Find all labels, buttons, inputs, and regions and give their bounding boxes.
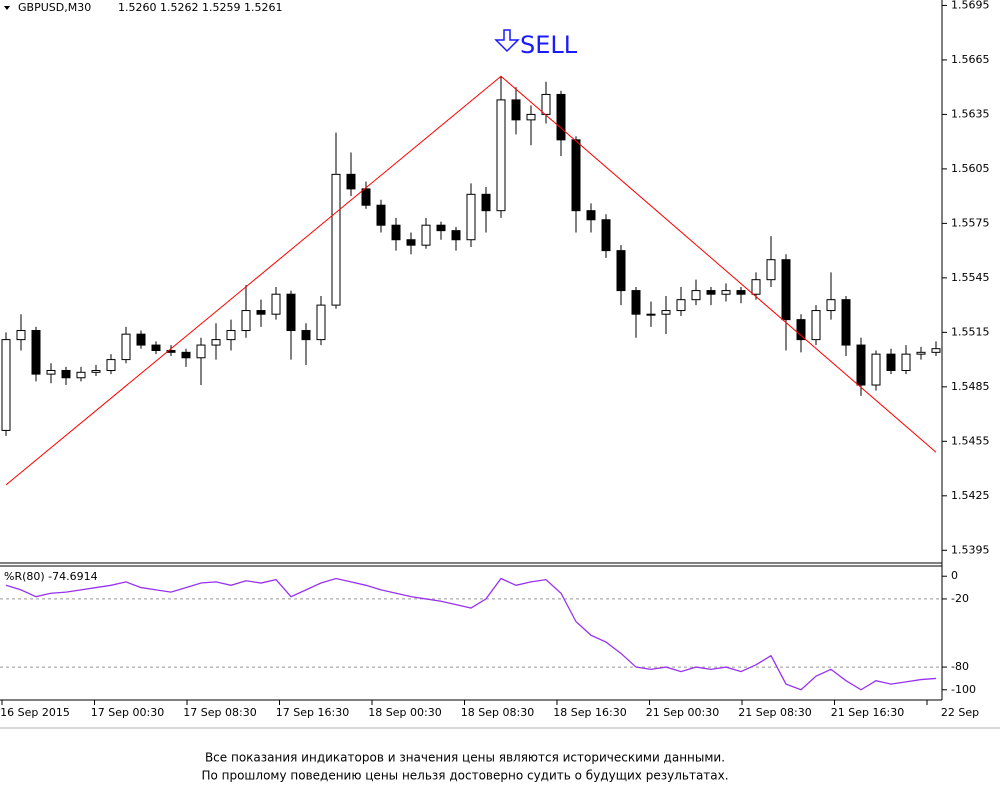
candle-body [1,339,11,431]
candle-body [751,279,761,295]
candle-body [661,310,671,315]
x-tick-label: 18 Sep 00:30 [368,706,441,719]
candle-body [631,290,641,315]
y-tick-label: 1.5575 [951,216,990,229]
symbol-title: GBPUSD,M30 [18,1,91,14]
candle-body [886,353,896,371]
candle-body [511,99,521,121]
y-tick-label: 1.5395 [951,543,990,556]
y-tick-label: 1.5695 [951,0,990,11]
candle-body [676,299,686,312]
x-tick-label: 21 Sep 00:30 [646,706,719,719]
candle-body [61,369,71,379]
y-tick-label: 1.5605 [951,162,990,175]
y-tick-label: -80 [951,660,969,673]
indicator-line [5,577,937,691]
menu-arrow [4,6,10,10]
y-tick-label: 1.5635 [951,107,990,120]
candle-body [46,369,56,375]
candle-body [481,193,491,212]
x-tick-label: 18 Sep 08:30 [461,706,534,719]
candle-body [241,310,251,332]
x-tick-label: 17 Sep 08:30 [183,706,256,719]
zigzag-line [5,75,937,486]
candle-body [646,313,656,316]
candle-body [901,353,911,371]
x-tick-label: 17 Sep 16:30 [276,706,349,719]
candle-body [376,204,386,226]
y-tick-label: 1.5485 [951,380,990,393]
candle-body [691,290,701,301]
candle-body [616,250,626,292]
candle-body [181,351,191,359]
candle-body [331,173,341,306]
y-tick-label: 1.5515 [951,325,990,338]
candle-body [556,93,566,141]
y-tick-label: 1.5665 [951,53,990,66]
candle-body [196,344,206,359]
candle-body [436,224,446,232]
candle-body [76,371,86,379]
candle-body [316,304,326,341]
candle-body [16,330,26,341]
candle-body [601,219,611,252]
x-tick-label: 22 Sep [941,706,979,719]
candle-body [826,299,836,312]
candle-body [856,344,866,386]
candle-body [106,359,116,371]
disclaimer: По прошлому поведению цены нельзя достов… [201,769,728,783]
candle-body [526,113,536,121]
candle-body [406,239,416,246]
candle-body [346,173,356,190]
y-tick-label: -100 [951,683,976,696]
candle-body [796,319,806,341]
sell-label: SELL [520,31,578,59]
candle-body [766,259,776,281]
y-tick-label: 1.5425 [951,489,990,502]
sell-arrow [494,29,520,53]
candle-body [496,99,506,212]
y-tick-label: -20 [951,592,969,605]
x-tick-label: 18 Sep 16:30 [553,706,626,719]
y-tick-label: 1.5545 [951,271,990,284]
candle-body [781,259,791,321]
disclaimer: Все показания индикаторов и значения цен… [205,751,725,765]
candle-body [841,299,851,346]
candle-body [151,344,161,352]
candle-body [271,293,281,315]
candle-body [571,139,581,212]
candle-body [121,333,131,361]
indicator-label: %R(80) -74.6914 [4,570,98,583]
candle-body [301,330,311,341]
candle-body [421,224,431,246]
x-tick-label: 21 Sep 16:30 [831,706,904,719]
y-tick-label: 0 [951,569,958,582]
candle-body [736,290,746,295]
candle-body [451,230,461,241]
candle-body [931,348,941,353]
quote: 1.5260 1.5262 1.5259 1.5261 [118,1,282,14]
candle-body [916,351,926,355]
candle-body [136,333,146,346]
candle-body [361,188,371,206]
candle-body [541,93,551,115]
candle-body [466,193,476,241]
x-tick-label: 21 Sep 08:30 [738,706,811,719]
y-tick-label: 1.5455 [951,434,990,447]
x-tick-label: 17 Sep 00:30 [91,706,164,719]
x-tick-label: 16 Sep 2015 [0,706,70,719]
candle-body [586,210,596,221]
candle-body [391,224,401,241]
candle-body [706,290,716,295]
candle-body [721,290,731,295]
candle-body [871,353,881,386]
candle-body [211,339,221,346]
candle-body [286,293,296,332]
candle-body [811,310,821,341]
candle-body [31,330,41,375]
candle-body [91,369,101,373]
candle-body [256,310,266,315]
candle-body [226,330,236,341]
